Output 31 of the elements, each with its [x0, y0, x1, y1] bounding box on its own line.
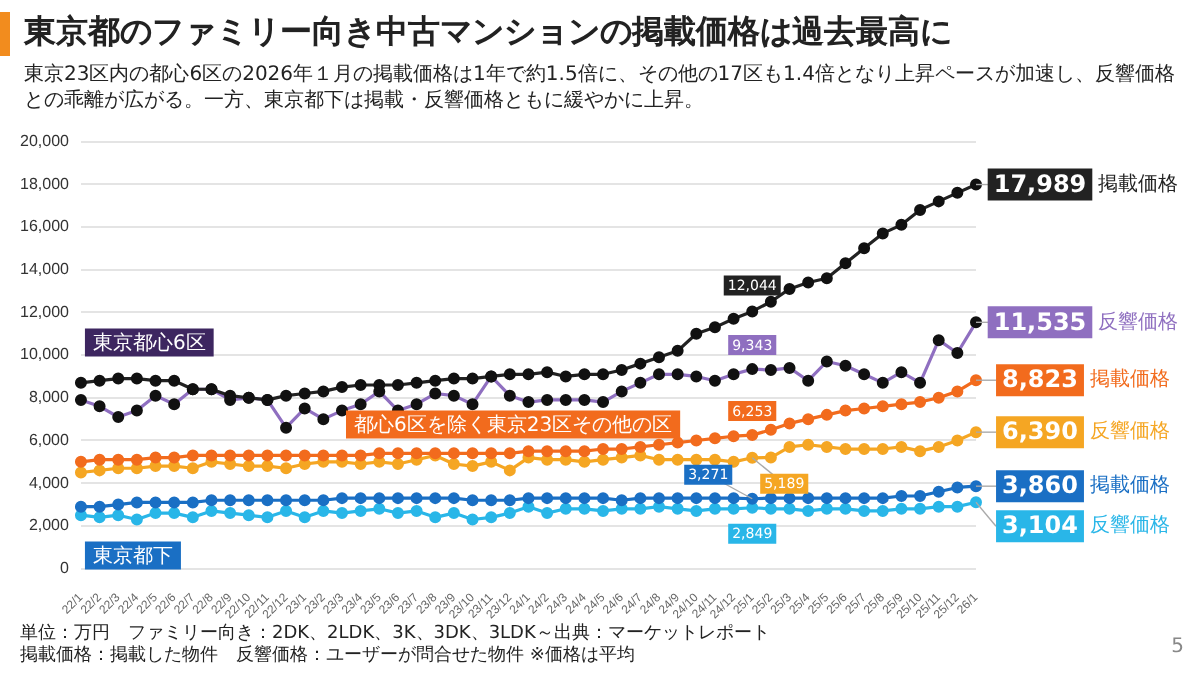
y-tick-label: 18,000 [20, 174, 71, 193]
y-tick-label: 20,000 [20, 132, 71, 151]
data-label: 17,989 [993, 169, 1087, 198]
y-tick-label: 6,000 [28, 430, 71, 449]
text: 掲載価格：掲載した物件 反響価格：ユーザーが問合せた物件 ※価格は平均 [20, 645, 637, 668]
legend-label: 反響価格 [1089, 419, 1170, 444]
legend-label: 掲載価格 [1089, 473, 1170, 498]
data-label: 11,535 [993, 307, 1087, 336]
annotation: 東京都心6区 [92, 330, 206, 355]
y-tick-label: 12,000 [20, 302, 71, 321]
data-label: 6,390 [1002, 417, 1078, 446]
text: 単位：万円 ファミリー向き：2DK、2LDK、3K、3DK、3LDK～出典：マーケットレポート [20, 624, 770, 645]
chart-subtitle: 東京23区内の都心6区の2026年１月の掲載価格は1年で約1.5倍に、その他の17区も1.4倍となり上昇ペースが加速し、反響価格との乖離が広がる。一方、東京都下は掲載・反響価格ともに緩やかに上昇。 [24, 62, 1177, 114]
legend-label: 掲載価格 [1089, 367, 1170, 392]
y-tick-label: 8,000 [28, 388, 71, 407]
data-label: 3,104 [1002, 511, 1078, 540]
data-label: 3,860 [1002, 471, 1078, 500]
y-tick-label: 16,000 [20, 217, 71, 236]
y-tick-label: 14,000 [20, 260, 71, 279]
y-tick-label: 0 [60, 558, 71, 577]
annotation: 都心6区を除く東京23区その他の区 [353, 412, 673, 437]
y-tick-label: 2,000 [28, 516, 71, 535]
annotation: 東京都下 [92, 543, 173, 568]
y-tick-label: 4,000 [28, 473, 71, 492]
text: 5 [1171, 636, 1184, 658]
y-tick-label: 10,000 [20, 345, 71, 364]
text: 掲載価格 [1098, 171, 1179, 196]
legend-label: 反響価格 [1089, 513, 1170, 538]
chart-title: 東京都のファミリー向き中古マンションの掲載価格は過去最高に [24, 12, 952, 54]
text: 反響価格 [1098, 309, 1179, 334]
data-label: 8,823 [1002, 365, 1078, 394]
